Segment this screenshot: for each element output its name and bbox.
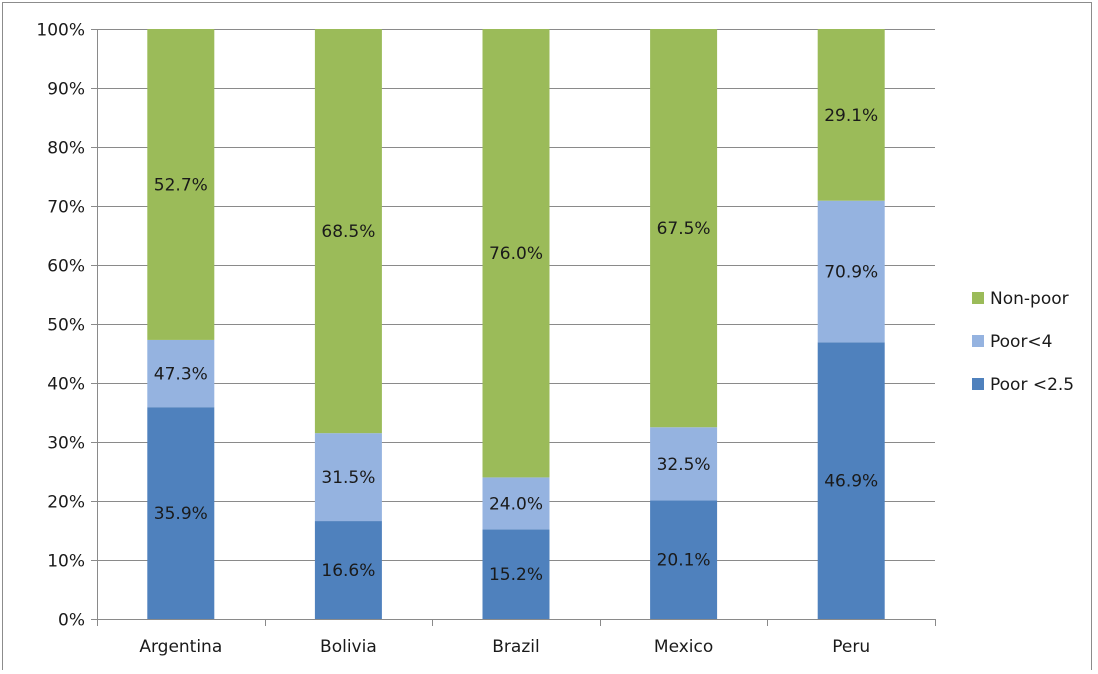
bar-non-poor-bolivia <box>314 29 382 434</box>
data-label: 20.1% <box>657 551 711 571</box>
x-tick-label: Peru <box>832 637 870 657</box>
x-tick-label: Bolivia <box>320 637 377 657</box>
legend-label: Non-poor <box>990 289 1069 309</box>
data-label: 76.0% <box>489 244 543 264</box>
y-tick-label: 60% <box>47 257 85 277</box>
data-label: 46.9% <box>824 472 878 492</box>
data-label: 35.9% <box>154 504 208 524</box>
data-label: 16.6% <box>321 561 375 581</box>
y-tick-label: 20% <box>47 493 85 513</box>
data-label: 31.5% <box>321 468 375 488</box>
bar-poor-2-5-peru <box>817 342 885 619</box>
data-label: 70.9% <box>824 262 878 282</box>
y-tick-label: 30% <box>47 434 85 454</box>
bar-poor-2-5-bolivia <box>314 521 382 619</box>
bar-non-poor-mexico <box>650 29 718 428</box>
bar-poor-2-5-brazil <box>482 529 550 619</box>
x-tick-label: Brazil <box>492 637 539 657</box>
bar-poor-4-argentina <box>147 339 215 408</box>
bar-non-poor-peru <box>817 29 885 201</box>
y-tick-label: 40% <box>47 375 85 395</box>
legend-swatch <box>972 292 984 304</box>
bar-poor-4-brazil <box>482 477 550 530</box>
data-label: 67.5% <box>657 219 711 239</box>
legend-swatch <box>972 335 984 347</box>
bar-poor-2-5-mexico <box>650 500 718 619</box>
bar-poor-2-5-argentina <box>147 407 215 619</box>
data-label: 52.7% <box>154 175 208 195</box>
data-label: 68.5% <box>321 222 375 242</box>
data-label: 24.0% <box>489 494 543 514</box>
data-label: 47.3% <box>154 365 208 385</box>
bar-poor-4-bolivia <box>314 433 382 522</box>
y-tick-label: 0% <box>58 611 85 631</box>
bar-non-poor-argentina <box>147 29 215 340</box>
y-tick-label: 80% <box>47 139 85 159</box>
legend-label: Poor<4 <box>990 332 1053 352</box>
bar-non-poor-brazil <box>482 29 550 478</box>
bar-poor-4-peru <box>817 200 885 343</box>
legend-swatch <box>972 378 984 390</box>
y-tick-label: 100% <box>36 21 85 41</box>
x-tick-label: Mexico <box>654 637 713 657</box>
data-label: 32.5% <box>657 455 711 475</box>
data-label: 29.1% <box>824 106 878 126</box>
y-tick-label: 70% <box>47 198 85 218</box>
bar-poor-4-mexico <box>650 427 718 501</box>
x-tick-label: Argentina <box>139 637 222 657</box>
legend-label: Poor <2.5 <box>990 375 1074 395</box>
y-tick-label: 90% <box>47 80 85 100</box>
y-tick-label: 10% <box>47 552 85 572</box>
y-tick-label: 50% <box>47 316 85 336</box>
data-label: 15.2% <box>489 565 543 585</box>
